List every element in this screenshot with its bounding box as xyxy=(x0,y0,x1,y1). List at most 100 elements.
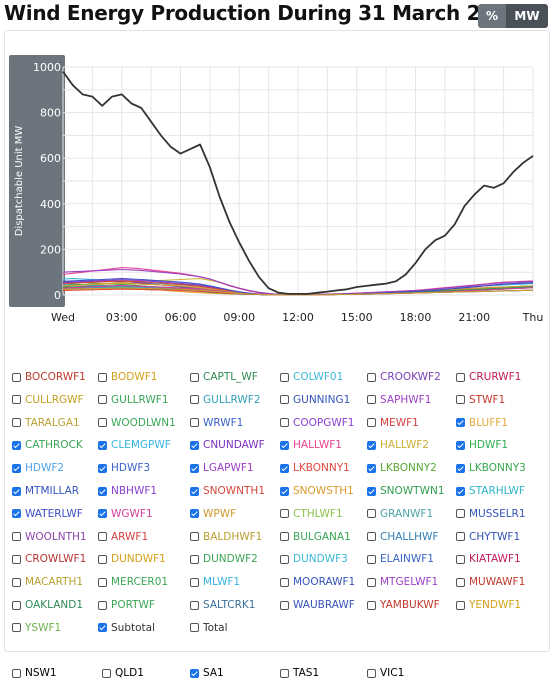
unit-checkbox-saphwf1[interactable]: SAPHWF1 xyxy=(367,392,431,408)
unit-checkbox-musselr1[interactable]: MUSSELR1 xyxy=(456,506,526,522)
checkbox[interactable] xyxy=(12,668,21,678)
checkbox[interactable] xyxy=(367,600,376,610)
unit-checkbox-yendwf1[interactable]: YENDWF1 xyxy=(456,597,521,613)
checkbox[interactable] xyxy=(280,509,289,519)
checkbox[interactable] xyxy=(280,418,289,428)
unit-checkbox-yswf1[interactable]: YSWF1 xyxy=(12,620,61,636)
unit-checkbox-captl_wf[interactable]: CAPTL_WF xyxy=(190,369,258,385)
checkbox[interactable] xyxy=(367,440,376,450)
checkbox[interactable] xyxy=(280,395,289,405)
unit-checkbox-colwf01[interactable]: COLWF01 xyxy=(280,369,343,385)
checkbox[interactable] xyxy=(12,440,21,450)
percent-toggle-button[interactable]: % xyxy=(478,4,506,28)
unit-checkbox-taralga1[interactable]: TARALGA1 xyxy=(12,415,80,431)
unit-checkbox-wrwf1[interactable]: WRWF1 xyxy=(190,415,243,431)
unit-checkbox-coopgwf1[interactable]: COOPGWF1 xyxy=(280,415,354,431)
checkbox[interactable] xyxy=(12,600,21,610)
unit-checkbox-dundwf3[interactable]: DUNDWF3 xyxy=(280,551,348,567)
unit-checkbox-snownth1[interactable]: SNOWNTH1 xyxy=(190,483,265,499)
checkbox[interactable] xyxy=(280,600,289,610)
region-checkbox-sa1[interactable]: SA1 xyxy=(190,665,224,681)
mw-toggle-button[interactable]: MW xyxy=(506,4,548,28)
unit-checkbox-cullrgwf[interactable]: CULLRGWF xyxy=(12,392,84,408)
checkbox[interactable] xyxy=(456,440,465,450)
checkbox[interactable] xyxy=(280,577,289,587)
checkbox[interactable] xyxy=(456,395,465,405)
unit-checkbox-gullrwf1[interactable]: GULLRWF1 xyxy=(98,392,169,408)
unit-checkbox-nbhwf1[interactable]: NBHWF1 xyxy=(98,483,157,499)
checkbox[interactable] xyxy=(12,418,21,428)
unit-checkbox-mlwf1[interactable]: MLWF1 xyxy=(190,574,240,590)
unit-checkbox-hdwf1[interactable]: HDWF1 xyxy=(456,437,508,453)
checkbox[interactable] xyxy=(98,486,107,496)
unit-checkbox-starhlwf[interactable]: STARHLWF xyxy=(456,483,525,499)
unit-checkbox-elainwf1[interactable]: ELAINWF1 xyxy=(367,551,434,567)
checkbox[interactable] xyxy=(12,554,21,564)
unit-checkbox-oakland1[interactable]: OAKLAND1 xyxy=(12,597,83,613)
checkbox[interactable] xyxy=(456,509,465,519)
checkbox[interactable] xyxy=(280,554,289,564)
checkbox[interactable] xyxy=(367,509,376,519)
checkbox[interactable] xyxy=(12,623,21,633)
unit-checkbox-wpwf[interactable]: WPWF xyxy=(190,506,236,522)
checkbox[interactable] xyxy=(98,395,107,405)
checkbox[interactable] xyxy=(456,372,465,382)
checkbox[interactable] xyxy=(456,418,465,428)
unit-checkbox-lgapwf1[interactable]: LGAPWF1 xyxy=(190,460,254,476)
region-checkbox-tas1[interactable]: TAS1 xyxy=(280,665,319,681)
unit-checkbox-stwf1[interactable]: STWF1 xyxy=(456,392,505,408)
unit-checkbox-lkbonny3[interactable]: LKBONNY3 xyxy=(456,460,526,476)
checkbox[interactable] xyxy=(98,554,107,564)
checkbox[interactable] xyxy=(367,372,376,382)
unit-checkbox-lkbonny1[interactable]: LKBONNY1 xyxy=(280,460,350,476)
unit-checkbox-crookwf2[interactable]: CROOKWF2 xyxy=(367,369,441,385)
checkbox[interactable] xyxy=(190,418,199,428)
checkbox[interactable] xyxy=(98,372,107,382)
unit-checkbox-crurwf1[interactable]: CRURWF1 xyxy=(456,369,521,385)
unit-checkbox-mtmillar[interactable]: MTMILLAR xyxy=(12,483,79,499)
checkbox[interactable] xyxy=(456,486,465,496)
unit-checkbox-subtotal[interactable]: Subtotal xyxy=(98,620,155,636)
unit-checkbox-dundwf1[interactable]: DUNDWF1 xyxy=(98,551,166,567)
checkbox[interactable] xyxy=(190,372,199,382)
checkbox[interactable] xyxy=(456,600,465,610)
unit-checkbox-mtgelwf1[interactable]: MTGELWF1 xyxy=(367,574,438,590)
checkbox[interactable] xyxy=(190,623,199,633)
unit-checkbox-baldhwf1[interactable]: BALDHWF1 xyxy=(190,529,262,545)
region-checkbox-nsw1[interactable]: NSW1 xyxy=(12,665,57,681)
checkbox[interactable] xyxy=(456,532,465,542)
checkbox[interactable] xyxy=(367,554,376,564)
checkbox[interactable] xyxy=(367,463,376,473)
checkbox[interactable] xyxy=(12,577,21,587)
unit-checkbox-mercer01[interactable]: MERCER01 xyxy=(98,574,168,590)
checkbox[interactable] xyxy=(12,463,21,473)
checkbox[interactable] xyxy=(367,668,376,678)
checkbox[interactable] xyxy=(190,486,199,496)
unit-checkbox-chytwf1[interactable]: CHYTWF1 xyxy=(456,529,520,545)
checkbox[interactable] xyxy=(190,532,199,542)
unit-checkbox-bulgana1[interactable]: BULGANA1 xyxy=(280,529,351,545)
region-checkbox-vic1[interactable]: VIC1 xyxy=(367,665,404,681)
unit-checkbox-hdwf3[interactable]: HDWF3 xyxy=(98,460,150,476)
checkbox[interactable] xyxy=(190,440,199,450)
unit-checkbox-portwf[interactable]: PORTWF xyxy=(98,597,155,613)
unit-checkbox-bluff1[interactable]: BLUFF1 xyxy=(456,415,508,431)
checkbox[interactable] xyxy=(367,395,376,405)
checkbox[interactable] xyxy=(12,532,21,542)
unit-checkbox-woodlwn1[interactable]: WOODLWN1 xyxy=(98,415,176,431)
region-checkbox-qld1[interactable]: QLD1 xyxy=(102,665,144,681)
unit-checkbox-wgwf1[interactable]: WGWF1 xyxy=(98,506,153,522)
unit-checkbox-muwawf1[interactable]: MUWAWF1 xyxy=(456,574,525,590)
checkbox[interactable] xyxy=(280,463,289,473)
unit-checkbox-hallwf2[interactable]: HALLWF2 xyxy=(367,437,429,453)
unit-checkbox-yambukwf[interactable]: YAMBUKWF xyxy=(367,597,440,613)
unit-checkbox-hallwf1[interactable]: HALLWF1 xyxy=(280,437,342,453)
unit-checkbox-challhwf[interactable]: CHALLHWF xyxy=(367,529,438,545)
unit-checkbox-crowlwf1[interactable]: CROWLWF1 xyxy=(12,551,86,567)
checkbox[interactable] xyxy=(102,668,111,678)
checkbox[interactable] xyxy=(280,440,289,450)
checkbox[interactable] xyxy=(367,577,376,587)
checkbox[interactable] xyxy=(98,463,107,473)
checkbox[interactable] xyxy=(456,463,465,473)
unit-checkbox-cthlwf1[interactable]: CTHLWF1 xyxy=(280,506,343,522)
